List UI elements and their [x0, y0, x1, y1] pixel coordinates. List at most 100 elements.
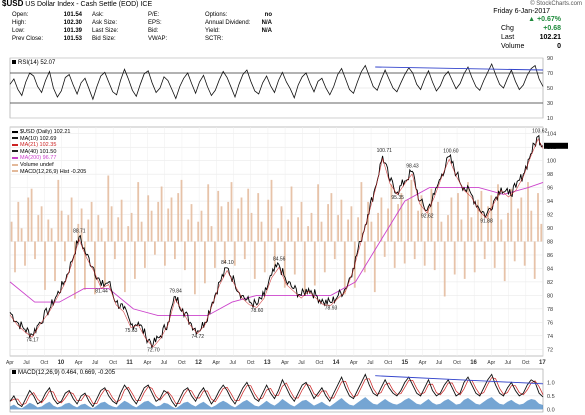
volume-bar — [470, 217, 473, 242]
volume-bar — [433, 241, 436, 271]
macd-label: MACD(12,26,9) 0.464, 0.669, -0.205 — [12, 370, 115, 376]
macd-histogram — [10, 397, 543, 410]
volume-bar — [463, 241, 466, 279]
field-label: Annual Dividend: — [205, 20, 251, 26]
price-tick-label: 100 — [547, 159, 556, 165]
x-tick-label: 14 — [333, 360, 340, 366]
x-tick-label: 13 — [264, 360, 271, 366]
volume-bar — [537, 193, 539, 242]
volume-bar — [277, 228, 279, 242]
volume-bar — [194, 241, 196, 295]
volume-bar — [370, 221, 373, 242]
legend-entry: MA(40) 101.50 — [12, 149, 86, 156]
volume-bar — [253, 241, 256, 279]
volume-bar — [50, 228, 53, 242]
last-label: Last — [501, 34, 515, 41]
volume-bar — [453, 241, 456, 275]
field-value: N/A — [261, 28, 272, 34]
field-value: 101.54 — [63, 12, 82, 18]
field-label: Bid: — [148, 28, 159, 34]
volume-bar — [427, 206, 429, 242]
x-tick-label: Jul — [92, 360, 98, 366]
volume-bar — [377, 212, 379, 242]
volume-bar — [337, 215, 339, 242]
volume-bar — [104, 241, 106, 286]
chart-title: $USD US Dollar Index - Cash Settle (EOD)… — [2, 0, 152, 9]
volume-bar — [27, 197, 30, 242]
field-label: Ask Size: — [92, 20, 118, 26]
price-tick-label: 82 — [547, 280, 553, 286]
volume-bar — [214, 241, 216, 268]
price-annotation: 100.60 — [443, 149, 459, 155]
volume-bar — [54, 241, 56, 282]
x-tick-label: Oct — [109, 360, 117, 366]
volume-bar — [443, 241, 446, 297]
legend-entry: $USD (Daily) 102.21 — [12, 129, 86, 136]
field-label: Open: — [12, 12, 29, 18]
price-tick-label: 72 — [547, 347, 553, 353]
stockcharts-logo[interactable]: © StockCharts.com — [530, 1, 582, 7]
legend-label: $USD (Daily) 102.21 — [20, 129, 71, 135]
volume-bar — [363, 241, 366, 273]
volume-bar — [197, 221, 200, 242]
macd-trendline — [375, 375, 544, 385]
volume-bar — [124, 241, 126, 293]
volume-bar — [233, 241, 236, 266]
volume-bar — [323, 241, 326, 273]
volume-bar — [220, 206, 223, 242]
volume-bar — [480, 190, 483, 242]
volume-bar — [307, 226, 309, 242]
field-label: Options: — [205, 12, 228, 18]
volume-bar — [330, 193, 333, 242]
volume-bar — [107, 175, 110, 242]
x-tick-label: Jul — [298, 360, 304, 366]
volume-bar — [110, 206, 113, 242]
volume-bar — [127, 226, 130, 242]
x-tick-label: Oct — [453, 360, 461, 366]
field-label: Bid Size: — [92, 36, 116, 42]
volume-bar — [64, 241, 66, 262]
volume-bar — [14, 241, 16, 273]
volume-bar — [20, 228, 23, 242]
x-tick-label: Oct — [315, 360, 323, 366]
volume-bar — [74, 241, 76, 299]
field-value: no — [264, 12, 272, 18]
volume-bar — [247, 188, 250, 242]
field-label: Last Size: — [92, 28, 119, 34]
volume-bar — [210, 226, 213, 242]
volume-bar — [283, 241, 286, 288]
volume-bar — [367, 201, 369, 242]
volume-bar — [320, 221, 323, 242]
volume-bar — [243, 241, 246, 260]
volume-bar — [144, 241, 146, 268]
price-tick-label: 88 — [547, 240, 553, 246]
volume-bar — [100, 228, 103, 242]
volume-bar — [460, 219, 463, 242]
macd-tick-label: 0.0 — [547, 407, 555, 413]
price-tick-label: 92 — [547, 213, 553, 219]
volume-bar — [360, 182, 363, 242]
ma21-line — [9, 138, 544, 348]
symbol[interactable]: $USD — [2, 0, 24, 8]
x-tick-label: Jul — [436, 360, 442, 366]
volume-bar — [473, 241, 476, 273]
price-annotation: 72.70 — [147, 348, 160, 354]
volume-bar — [24, 241, 26, 266]
x-tick-label: Oct — [178, 360, 186, 366]
volume-bar — [447, 215, 449, 242]
volume-bar — [530, 210, 533, 242]
legend-label: MA(200) 96.77 — [20, 155, 57, 162]
price-annotation: 75.63 — [125, 328, 138, 334]
price-tick-label: 94 — [547, 199, 553, 205]
field-label: High: — [12, 20, 27, 26]
volume-bar — [57, 179, 60, 242]
volume-bar — [200, 210, 203, 242]
volume-bar — [10, 221, 13, 242]
x-axis: Apr Jul Oct 10 Apr Jul Oct 11 Apr Jul Oct 12 Apr Jul O… — [6, 360, 546, 366]
field-label: EPS: — [148, 20, 162, 26]
rsi-label: RSI(14) 52.07 — [12, 60, 55, 66]
volume-bar — [114, 241, 116, 260]
price-annotation: 84.56 — [273, 257, 286, 263]
